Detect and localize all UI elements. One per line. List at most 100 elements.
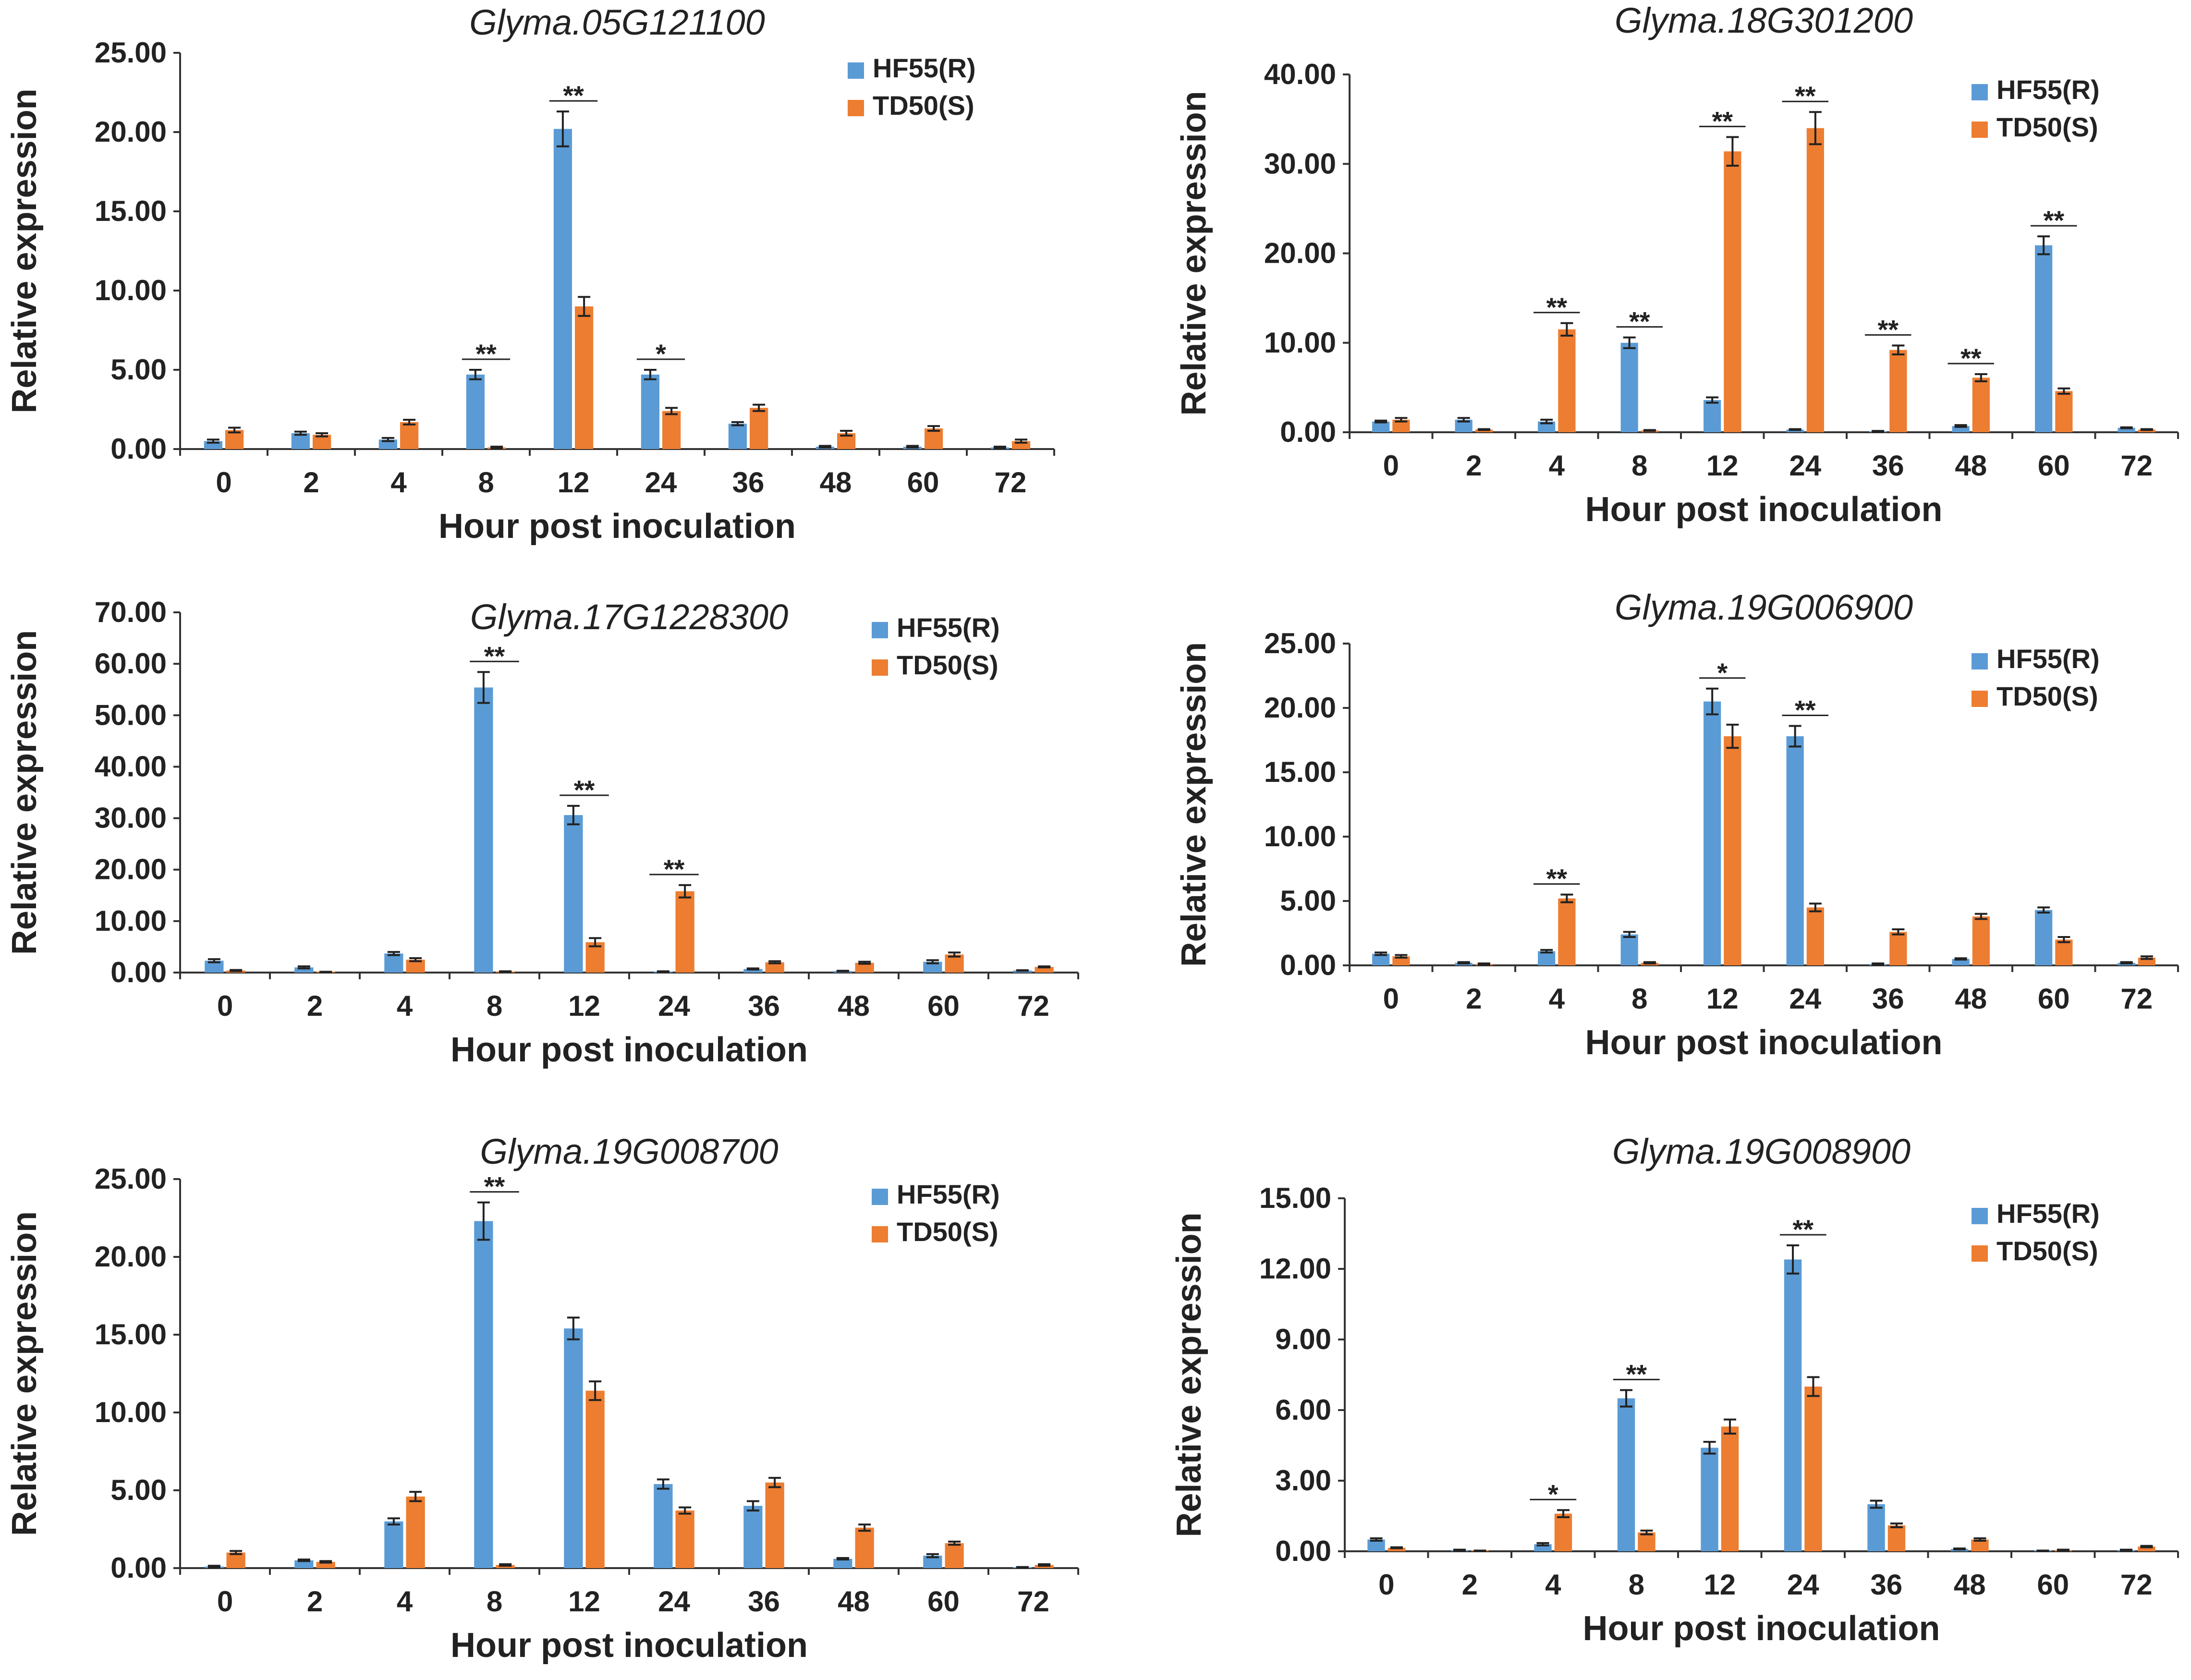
x-tick-label: 24	[658, 990, 690, 1022]
bar-td50	[1887, 1525, 1906, 1551]
y-tick-label: 10.00	[95, 274, 167, 306]
bar-hf55	[2118, 427, 2135, 432]
y-tick-label: 25.00	[1264, 627, 1336, 659]
chart-panel-5: Glyma.19G008700 0.00 5.00 10.00 15.00 20.00 25…	[5, 1132, 1079, 1665]
error-bar	[1953, 1547, 1966, 1551]
y-tick-label: 40.00	[1264, 58, 1336, 90]
y-tick-label: 10.00	[95, 905, 167, 937]
bar-hf55	[474, 687, 493, 973]
error-bar	[477, 1201, 490, 1241]
bar-hf55	[1704, 400, 1721, 432]
error-bar	[2120, 426, 2133, 429]
x-tick-label: 2	[307, 1585, 323, 1618]
x-tick-label: 60	[907, 466, 939, 499]
bar-td50	[1721, 1426, 1739, 1551]
bar-hf55	[728, 424, 747, 449]
x-tick-label: 4	[1545, 1569, 1561, 1601]
error-bar	[818, 445, 831, 449]
error-bar	[409, 957, 422, 962]
error-bar	[387, 951, 400, 956]
bar-td50	[675, 891, 694, 973]
x-axis-title: Hour post inoculation	[1585, 490, 1943, 529]
y-tick-label: 15.00	[1259, 1182, 1331, 1214]
y-axis-title: Relative expression	[1175, 642, 1213, 967]
error-bar	[1620, 1389, 1633, 1408]
error-bar	[381, 437, 394, 442]
error-bar	[1890, 1522, 1903, 1529]
error-bar	[840, 430, 853, 437]
error-bar	[1974, 913, 1987, 920]
bar-td50	[855, 1527, 874, 1568]
significance-label: **	[2043, 205, 2064, 235]
error-bar	[1703, 1441, 1716, 1455]
error-bar	[679, 1506, 692, 1515]
significance-label: **	[1877, 314, 1899, 344]
significance-label: **	[1546, 292, 1567, 322]
significance-label: *	[1717, 657, 1728, 688]
x-tick-label: 2	[1466, 450, 1482, 482]
error-bar	[294, 430, 307, 436]
error-bar	[1016, 969, 1029, 972]
error-bar	[207, 1565, 220, 1569]
error-bar	[2037, 235, 2050, 256]
x-tick-label: 36	[748, 990, 780, 1022]
x-tick-label: 24	[645, 466, 677, 499]
bar-hf55	[743, 969, 763, 973]
y-axis-title: Relative expression	[1170, 1212, 1208, 1537]
bar-hf55	[1701, 1448, 1718, 1551]
error-bar	[679, 884, 692, 899]
chart-title: Glyma.17G1228300	[470, 597, 788, 637]
error-bar	[1390, 1546, 1403, 1549]
bar-hf55	[1620, 342, 1638, 432]
error-bar	[1872, 430, 1885, 433]
error-bar	[1038, 965, 1051, 969]
error-bar	[657, 1478, 669, 1490]
x-tick-label: 12	[1706, 450, 1739, 482]
x-tick-label: 72	[2120, 450, 2153, 482]
bar-td50	[1806, 128, 1824, 432]
bar-td50	[2055, 939, 2073, 965]
bar-td50	[662, 411, 681, 449]
bar-hf55	[553, 129, 572, 449]
legend-label: TD50(S)	[1996, 681, 2098, 711]
y-tick-label: 25.00	[95, 37, 167, 69]
error-bar	[1477, 962, 1490, 966]
y-tick-label: 15.00	[95, 195, 167, 227]
error-bar	[1557, 1509, 1570, 1518]
bar-td50	[2055, 391, 2073, 432]
bar-hf55	[291, 433, 310, 449]
bar-hf55	[2035, 910, 2053, 965]
bar-hf55	[1372, 421, 1390, 432]
significance-label: **	[484, 1171, 505, 1202]
bar-hf55	[1784, 1259, 1802, 1551]
chart-panel-2: Glyma.18G301200 0.00 10.00 20.00 30.00 40.00 0…	[1175, 0, 2179, 529]
error-bar	[1536, 1542, 1549, 1546]
legend-swatch-hf55	[872, 1189, 888, 1205]
bar-hf55	[2035, 245, 2053, 432]
significance-label: **	[1629, 306, 1650, 337]
legend-label: HF55(R)	[873, 53, 976, 83]
y-axis-title: Relative expression	[5, 88, 44, 413]
x-tick-label: 12	[558, 466, 590, 499]
x-tick-label: 2	[303, 466, 319, 499]
bar-td50	[1392, 956, 1410, 965]
bar-hf55	[1620, 934, 1638, 965]
x-tick-label: 4	[390, 466, 407, 499]
error-bar	[230, 1550, 243, 1555]
y-tick-label: 0.00	[1280, 416, 1336, 448]
y-tick-label: 0.00	[110, 1552, 167, 1584]
x-tick-label: 60	[2038, 983, 2070, 1015]
error-bar	[2140, 1545, 2153, 1548]
x-tick-label: 60	[927, 990, 960, 1022]
chart-panel-4: Glyma.19G006900 0.00 5.00 10.00 15.00 20.00 25…	[1175, 587, 2179, 1062]
bar-hf55	[384, 1521, 403, 1568]
legend-label: TD50(S)	[897, 650, 998, 680]
error-bar	[926, 959, 939, 964]
y-tick-label: 9.00	[1275, 1323, 1331, 1355]
bar-td50	[585, 1390, 605, 1568]
significance-label: **	[664, 854, 685, 884]
bar-td50	[765, 962, 784, 973]
legend-label: TD50(S)	[1996, 112, 2098, 142]
legend-label: TD50(S)	[873, 90, 974, 121]
